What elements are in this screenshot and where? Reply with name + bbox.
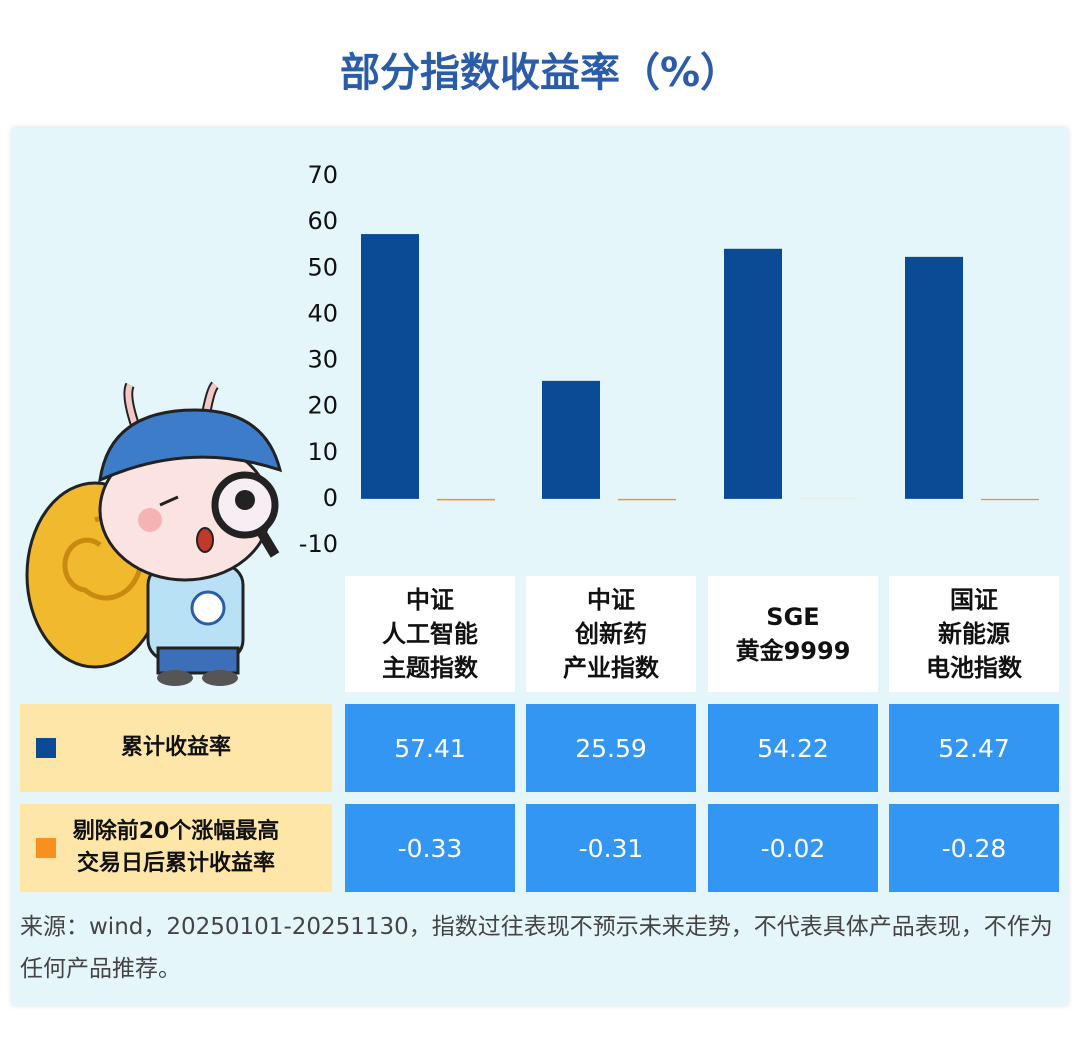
y-tick-label: 60 — [307, 207, 338, 235]
legend-label: 剔除前20个涨幅最高 交易日后累计收益率 — [20, 804, 332, 892]
y-tick-label: 10 — [307, 438, 338, 466]
chart-title: 部分指数收益率（%） — [339, 50, 741, 96]
bar — [437, 498, 495, 501]
bar — [905, 256, 963, 499]
bar — [618, 498, 676, 501]
y-tick-label: -10 — [299, 530, 338, 558]
value-cell: 25.59 — [526, 704, 696, 792]
category-label: 国证 新能源 电池指数 — [889, 576, 1059, 692]
value-cell: 57.41 — [345, 704, 515, 792]
value-cell: 54.22 — [708, 704, 878, 792]
bar — [981, 498, 1039, 501]
category-label: 中证 创新药 产业指数 — [526, 576, 696, 692]
legend-swatch — [36, 738, 56, 758]
value-cell: 52.47 — [889, 704, 1059, 792]
y-tick-label: 0 — [323, 484, 338, 512]
category-label: 中证 人工智能 主题指数 — [345, 576, 515, 692]
bar — [542, 380, 600, 499]
value-cell: -0.33 — [345, 804, 515, 892]
legend-label: 累计收益率 — [20, 704, 332, 792]
y-tick-label: 40 — [307, 299, 338, 327]
category-label: SGE 黄金9999 — [708, 576, 878, 692]
mascot — [25, 381, 283, 686]
value-cell: -0.31 — [526, 804, 696, 892]
value-cell: -0.28 — [889, 804, 1059, 892]
y-tick-label: 30 — [307, 346, 338, 374]
y-tick-label: 50 — [307, 253, 338, 281]
value-cell: -0.02 — [708, 804, 878, 892]
footnote: 来源：wind，20250101-20251130，指数过往表现不预示未来走势，… — [20, 914, 1053, 982]
y-tick-label: 20 — [307, 392, 338, 420]
bar — [361, 234, 419, 499]
y-tick-label: 70 — [307, 161, 338, 189]
legend-swatch — [36, 838, 56, 858]
bar — [724, 248, 782, 499]
